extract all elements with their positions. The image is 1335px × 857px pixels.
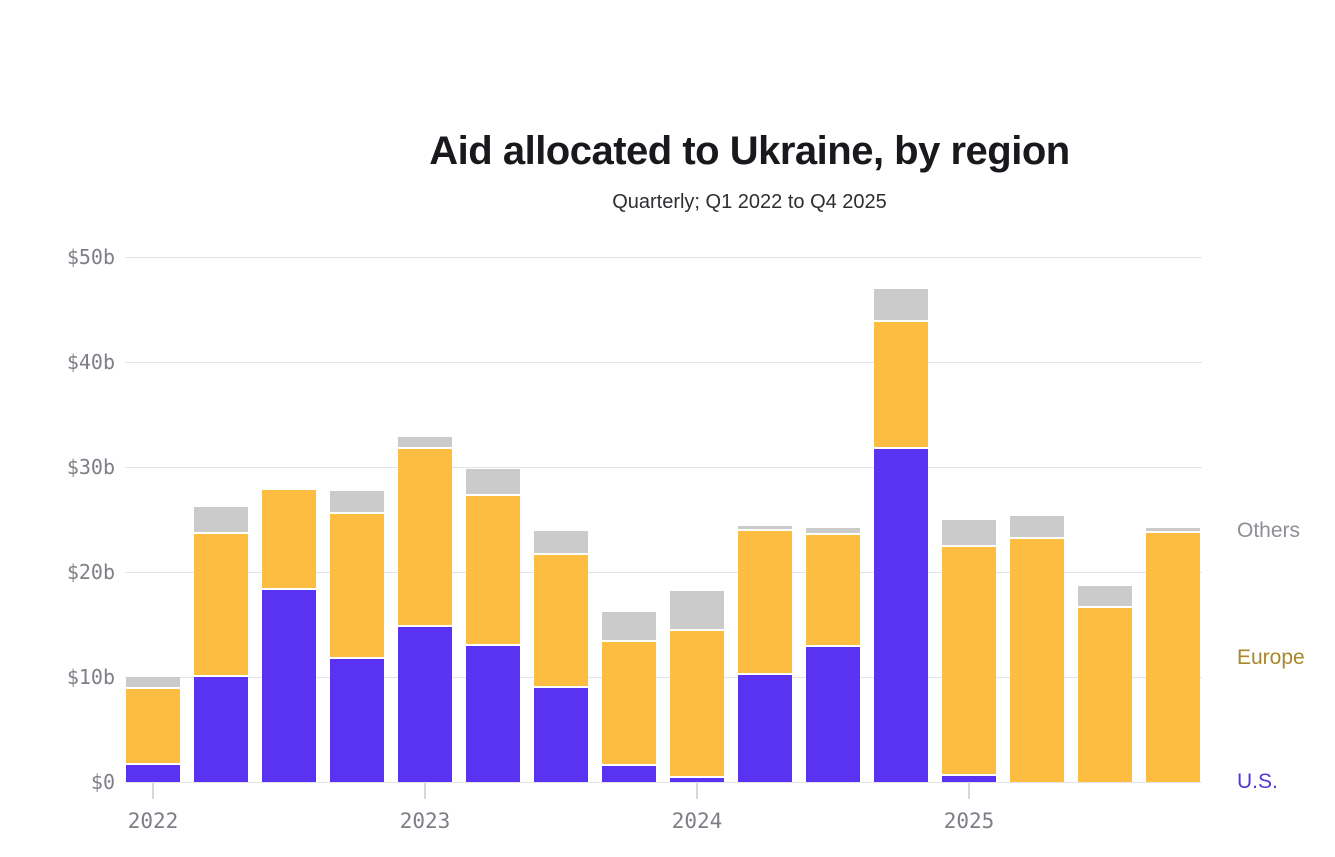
chart-header: Aid allocated to Ukraine, by region Quar… xyxy=(164,126,1335,214)
y-axis-tick-label: $20b xyxy=(66,560,115,584)
bar-segment-others-q1-2023 xyxy=(398,436,452,450)
gridline-50b xyxy=(125,257,1202,258)
x-axis-tick-mark xyxy=(968,783,970,799)
bar-segment-others-q2-2025 xyxy=(1010,516,1064,540)
bar-segment-others-q2-2023 xyxy=(466,469,520,497)
gridline-30b xyxy=(125,467,1202,468)
x-axis-tick-label-2024: 2024 xyxy=(671,809,723,833)
bar-segment-others-q4-2024 xyxy=(874,288,928,323)
x-axis-tick-mark xyxy=(424,783,426,799)
x-axis-tick-label-2023: 2023 xyxy=(399,809,451,833)
bar-segment-others-q1-2025 xyxy=(942,519,996,547)
bar-segment-others-q2-2022 xyxy=(194,506,248,535)
x-axis-tick-mark xyxy=(696,783,698,799)
bar-segment-europe-q4-2023 xyxy=(602,642,656,767)
bar-segment-us-q1-2023 xyxy=(398,626,452,782)
bar-segment-others-q4-2023 xyxy=(602,611,656,643)
bar-segment-europe-q2-2025 xyxy=(1010,539,1064,782)
bar-segment-europe-q1-2023 xyxy=(398,449,452,627)
gridline-40b xyxy=(125,362,1202,363)
bar-segment-europe-q1-2024 xyxy=(670,630,724,778)
bar-segment-europe-q2-2022 xyxy=(194,534,248,677)
bar-segment-us-q4-2022 xyxy=(330,659,384,782)
bar-segment-others-q3-2024 xyxy=(806,527,860,536)
bar-segment-europe-q1-2025 xyxy=(942,546,996,776)
bar-segment-others-q1-2024 xyxy=(670,590,724,631)
bar-segment-us-q3-2023 xyxy=(534,687,588,782)
bar-segment-europe-q1-2022 xyxy=(126,688,180,766)
bar-segment-us-q1-2025 xyxy=(942,775,996,782)
bar-segment-others-q3-2025 xyxy=(1078,585,1132,608)
bar-segment-others-q4-2022 xyxy=(330,491,384,515)
chart-subtitle: Quarterly; Q1 2022 to Q4 2025 xyxy=(612,191,887,213)
bar-segment-others-q3-2023 xyxy=(534,531,588,556)
legend-label-others: Others xyxy=(1237,518,1301,542)
bar-segment-others-q4-2025 xyxy=(1146,527,1200,534)
legend-label-us: U.S. xyxy=(1237,770,1278,793)
chart-title: Aid allocated to Ukraine, by region xyxy=(429,129,1070,173)
gridline-0b xyxy=(125,782,1202,783)
bar-segment-europe-q4-2024 xyxy=(874,322,928,450)
bar-segment-us-q1-2022 xyxy=(126,765,180,782)
bar-segment-europe-q3-2023 xyxy=(534,555,588,688)
x-axis-tick-mark xyxy=(152,783,154,799)
x-axis-tick-label-2025: 2025 xyxy=(943,809,995,833)
y-axis-tick-label: $40b xyxy=(66,350,115,374)
bar-segment-others-q2-2024 xyxy=(738,525,792,532)
gridline-10b xyxy=(125,677,1202,678)
gridline-20b xyxy=(125,572,1202,573)
bar-segment-us-q2-2022 xyxy=(194,677,248,782)
bar-segment-europe-q2-2023 xyxy=(466,496,520,646)
bar-segment-europe-q3-2022 xyxy=(262,490,316,590)
bar-segment-europe-q4-2025 xyxy=(1146,533,1200,782)
y-axis-tick-label: $50b xyxy=(66,245,115,269)
bar-segment-us-q2-2024 xyxy=(738,674,792,782)
bar-segment-us-q4-2024 xyxy=(874,449,928,782)
plot-area xyxy=(125,257,1202,783)
y-axis-tick-label: $0 xyxy=(90,770,115,794)
legend-label-europe: Europe xyxy=(1237,645,1305,669)
bar-segment-us-q1-2024 xyxy=(670,777,724,782)
bar-segment-us-q4-2023 xyxy=(602,766,656,782)
y-axis-tick-label: $30b xyxy=(66,455,115,479)
bar-segment-europe-q2-2024 xyxy=(738,531,792,675)
x-axis-tick-label-2022: 2022 xyxy=(127,809,179,833)
bar-segment-europe-q3-2024 xyxy=(806,535,860,647)
bar-segment-us-q3-2022 xyxy=(262,589,316,782)
bar-segment-us-q2-2023 xyxy=(466,645,520,782)
bar-segment-us-q3-2024 xyxy=(806,646,860,782)
bar-segment-europe-q3-2025 xyxy=(1078,607,1132,782)
y-axis-tick-label: $10b xyxy=(66,665,115,689)
bar-segment-others-q1-2022 xyxy=(126,677,180,689)
bar-segment-europe-q4-2022 xyxy=(330,514,384,660)
